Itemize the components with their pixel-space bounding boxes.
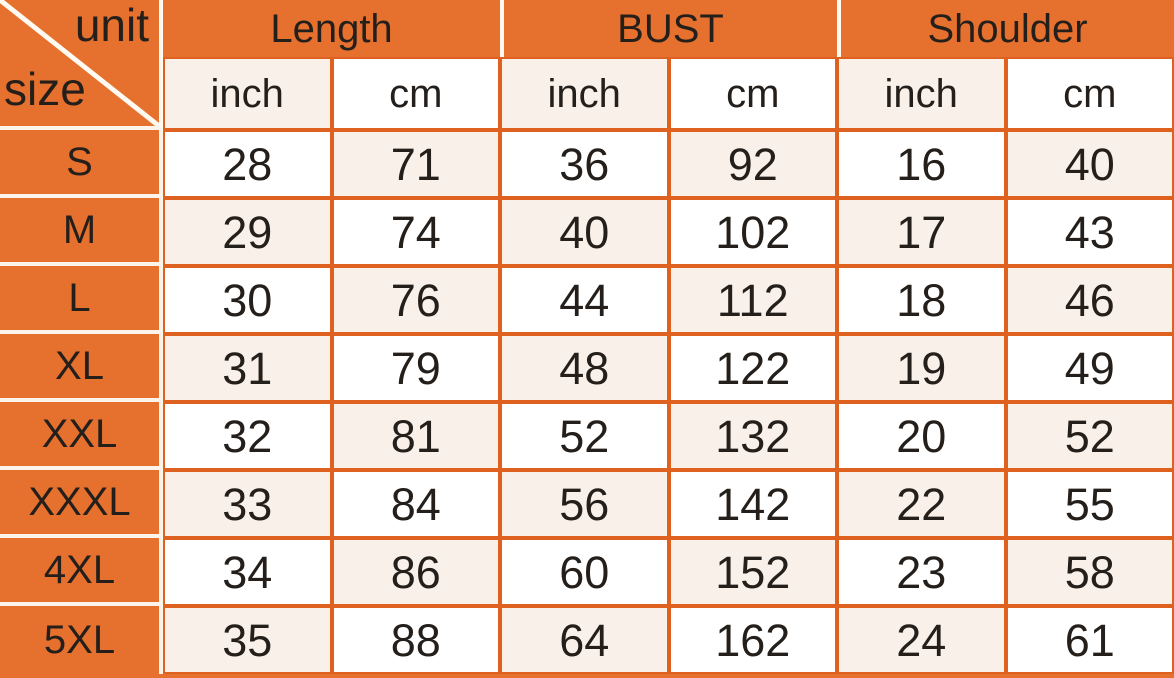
- value-cell: 79: [331, 334, 500, 402]
- value-cell: 33: [163, 470, 332, 538]
- unit-header-cell: inch: [500, 57, 669, 130]
- size-cell: S: [0, 130, 163, 198]
- value-cell: 71: [331, 130, 500, 198]
- column-group-bust: BUST: [500, 0, 837, 57]
- value-cell: 32: [163, 402, 332, 470]
- column-group-length: Length: [163, 0, 500, 57]
- value-cell: 28: [163, 130, 332, 198]
- value-cell: 31: [163, 334, 332, 402]
- table-row: S 28 71 36 92 16 40: [0, 130, 1174, 198]
- value-cell: 74: [331, 198, 500, 266]
- value-cell: 92: [668, 130, 837, 198]
- value-cell: 162: [668, 606, 837, 674]
- value-cell: 122: [668, 334, 837, 402]
- size-cell: XXXL: [0, 470, 163, 538]
- value-cell: 112: [668, 266, 837, 334]
- corner-unit-label: unit: [74, 0, 149, 51]
- table-row: XL 31 79 48 122 19 49: [0, 334, 1174, 402]
- value-cell: 64: [500, 606, 669, 674]
- value-cell: 36: [500, 130, 669, 198]
- unit-header-cell: cm: [1005, 57, 1174, 130]
- table-row: M 29 74 40 102 17 43: [0, 198, 1174, 266]
- value-cell: 81: [331, 402, 500, 470]
- diagonal-divider-line: [0, 0, 159, 126]
- value-cell: 30: [163, 266, 332, 334]
- value-cell: 61: [1005, 606, 1174, 674]
- value-cell: 76: [331, 266, 500, 334]
- value-cell: 44: [500, 266, 669, 334]
- value-cell: 86: [331, 538, 500, 606]
- value-cell: 48: [500, 334, 669, 402]
- value-cell: 34: [163, 538, 332, 606]
- size-cell: 5XL: [0, 606, 163, 674]
- value-cell: 56: [500, 470, 669, 538]
- size-cell: XL: [0, 334, 163, 402]
- value-cell: 46: [1005, 266, 1174, 334]
- table-row: 5XL 35 88 64 162 24 61: [0, 606, 1174, 674]
- value-cell: 132: [668, 402, 837, 470]
- size-cell: XXL: [0, 402, 163, 470]
- table-row: XXXL 33 84 56 142 22 55: [0, 470, 1174, 538]
- table-row: XXL 32 81 52 132 20 52: [0, 402, 1174, 470]
- value-cell: 23: [837, 538, 1006, 606]
- header-group-row: unit size Length BUST Shoulder: [0, 0, 1174, 130]
- value-cell: 52: [1005, 402, 1174, 470]
- value-cell: 40: [1005, 130, 1174, 198]
- value-cell: 84: [331, 470, 500, 538]
- value-cell: 29: [163, 198, 332, 266]
- value-cell: 35: [163, 606, 332, 674]
- unit-header-cell: cm: [331, 57, 500, 130]
- size-cell: M: [0, 198, 163, 266]
- value-cell: 40: [500, 198, 669, 266]
- value-cell: 16: [837, 130, 1006, 198]
- value-cell: 102: [668, 198, 837, 266]
- value-cell: 60: [500, 538, 669, 606]
- value-cell: 55: [1005, 470, 1174, 538]
- unit-header-row: inch cm inch cm inch cm: [0, 57, 1174, 130]
- value-cell: 17: [837, 198, 1006, 266]
- corner-size-label: size: [4, 63, 86, 115]
- size-cell: 4XL: [0, 538, 163, 606]
- value-cell: 43: [1005, 198, 1174, 266]
- value-cell: 20: [837, 402, 1006, 470]
- table-row: 4XL 34 86 60 152 23 58: [0, 538, 1174, 606]
- column-group-shoulder: Shoulder: [837, 0, 1174, 57]
- value-cell: 24: [837, 606, 1006, 674]
- value-cell: 18: [837, 266, 1006, 334]
- value-cell: 88: [331, 606, 500, 674]
- value-cell: 142: [668, 470, 837, 538]
- value-cell: 49: [1005, 334, 1174, 402]
- value-cell: 152: [668, 538, 837, 606]
- table-row: L 30 76 44 112 18 46: [0, 266, 1174, 334]
- unit-header-cell: inch: [163, 57, 332, 130]
- unit-header-cell: cm: [668, 57, 837, 130]
- value-cell: 19: [837, 334, 1006, 402]
- value-cell: 22: [837, 470, 1006, 538]
- value-cell: 58: [1005, 538, 1174, 606]
- corner-cell: unit size: [0, 0, 163, 130]
- unit-header-cell: inch: [837, 57, 1006, 130]
- size-cell: L: [0, 266, 163, 334]
- value-cell: 52: [500, 402, 669, 470]
